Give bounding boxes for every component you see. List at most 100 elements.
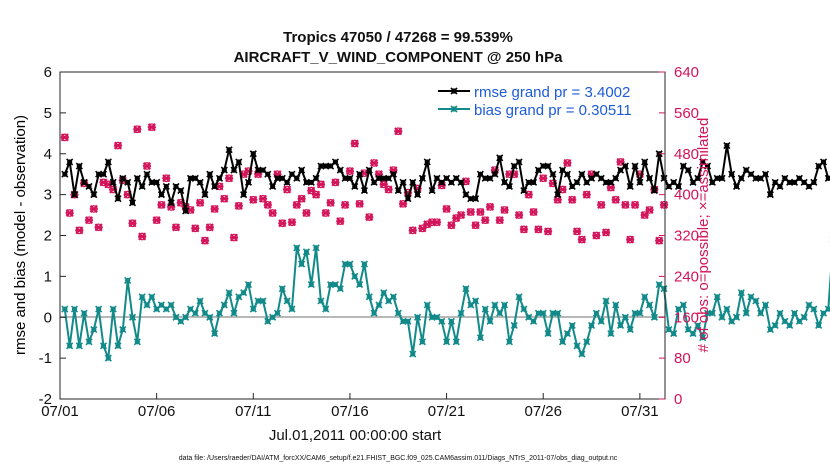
rmse-point-x [177,186,185,195]
bias-point [283,297,291,305]
rmse-point-x [819,158,828,166]
y-tick-label: -2 [39,391,52,408]
obs-assimilated-marker [283,185,292,194]
bias-point [790,309,799,317]
bias-point [761,301,770,309]
bias-point [558,338,567,346]
bias-point [544,330,552,338]
bias-point-x [201,309,209,317]
obs-assimilated-marker [302,209,311,218]
bias-point-x [786,321,794,329]
rmse-point-x [283,178,291,186]
obs-assimilated-marker [65,209,74,218]
rmse-point-x [476,170,484,178]
obs-assimilated-marker [147,123,156,132]
bias-point [689,330,697,338]
bias-point-x [481,305,489,313]
bias-point [307,280,315,289]
bias-point-x [133,338,141,346]
rmse-point [660,174,668,182]
legend-bias-point [450,105,458,113]
bias-point [554,309,562,317]
rmse-point [389,170,397,178]
bias-point-x [298,260,306,268]
rmse-point-x [631,162,639,170]
y2-tick-label: 160 [674,309,699,326]
obs-assimilated-marker [365,213,374,222]
obs-assimilated-marker [572,227,582,236]
bias-point [505,338,513,346]
bias-point [70,305,79,313]
bias-point [394,309,402,317]
rmse-point [418,174,426,182]
rmse-point-x [621,162,629,170]
bias-point-x [472,297,480,305]
rmse-point [558,166,567,174]
bias-point-x [196,297,204,305]
rmse-point [124,178,132,186]
bias-point-x [568,321,576,329]
bias-point-x [665,325,673,334]
bias-point-x [650,313,658,321]
bias-point-x [602,297,610,305]
rmse-point [351,182,359,191]
bias-point [573,342,581,350]
bias-point-x [85,338,93,346]
obs-assimilated-marker [321,209,330,218]
bias-point-x [409,350,417,358]
y2-tick-label: 560 [674,105,699,122]
rmse-point [549,170,557,178]
rmse-point-x [703,162,712,170]
obs-assimilated-marker [138,232,147,241]
rmse-point [761,170,770,178]
bias-point [409,350,417,358]
obs-assimilated-marker [331,178,340,187]
legend-rmse-point [450,87,458,95]
rmse-point-x [462,191,470,199]
bias-point-x [732,313,741,321]
bias-point [583,338,591,346]
bias-point [225,289,233,297]
bias-point-x [790,309,799,317]
rmse-point-x [660,174,668,182]
rmse-point-x [636,178,644,186]
rmse-point-x [211,182,219,191]
obs-assimilated-marker [128,219,137,228]
rmse-point-x [742,166,750,174]
bias-point [128,313,137,321]
bias-point-x [225,289,233,297]
rmse-point-x [452,174,460,182]
bias-point [375,301,383,309]
rmse-point-x [85,182,93,191]
rmse-point-x [351,182,359,191]
rmse-point-x [732,182,741,191]
rmse-point-x [70,191,79,199]
rmse-point-x [312,174,320,182]
rmse-point [215,174,224,182]
bias-point-x [747,293,755,301]
rmse-point [360,186,368,195]
rmse-point-x [810,178,818,186]
rmse-point-x [259,166,267,174]
bias-point-x [462,285,470,293]
bias-point [138,293,146,301]
obs-assimilated-marker [447,221,456,230]
bias-point [104,354,112,362]
rmse-point [177,186,185,195]
bias-point-x [365,293,373,301]
legend-bias-marker [450,105,458,113]
bias-point-x [138,293,146,301]
obs-assimilated-marker [611,195,620,204]
bias-point [447,317,455,325]
bias-point-x [230,309,238,317]
bias-point [476,334,484,342]
obs-assimilated-marker [626,235,635,244]
bias-point [312,244,320,252]
y-tick-label: 1 [44,268,52,285]
bias-point [592,309,600,317]
rmse-point-x [795,174,803,182]
bias-point [496,309,504,317]
obs-assimilated-marker [369,158,379,167]
obs-assimilated-marker [500,205,509,214]
rmse-point-x [800,178,808,186]
